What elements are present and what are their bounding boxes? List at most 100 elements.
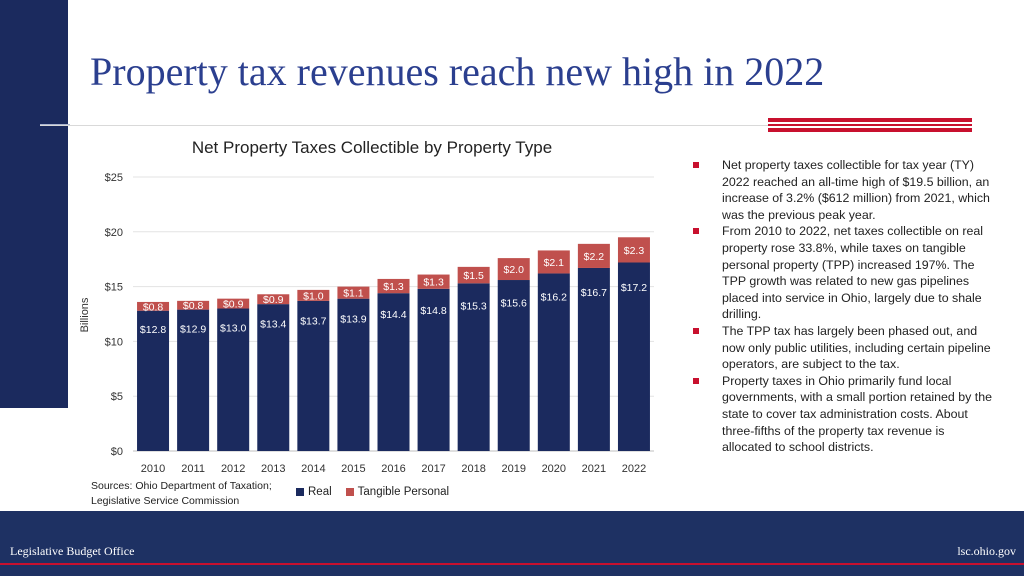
data-label-tangible: $1.3 <box>383 281 404 293</box>
data-label-real: $13.0 <box>220 322 246 334</box>
x-tick-label: 2014 <box>301 463 325 475</box>
red-accent-bar-bottom <box>768 128 972 132</box>
footer-red-rule <box>0 563 1024 565</box>
y-tick-label: $25 <box>105 172 123 184</box>
data-label-real: $16.7 <box>581 287 607 299</box>
data-label-tangible: $2.0 <box>504 264 525 276</box>
data-label-real: $13.9 <box>340 314 366 326</box>
summary-bullets: Net property taxes collectible for tax y… <box>693 157 993 456</box>
x-tick-label: 2011 <box>181 463 205 475</box>
title-divider <box>40 125 970 126</box>
chart-title: Net Property Taxes Collectible by Proper… <box>191 138 553 157</box>
y-tick-label: $10 <box>105 336 123 348</box>
footer-website-link[interactable]: lsc.ohio.gov <box>957 544 1016 558</box>
x-tick-label: 2018 <box>461 463 485 475</box>
y-tick-label: $15 <box>105 282 123 294</box>
data-label-tangible: $0.9 <box>263 294 284 306</box>
red-accent-bar-middle <box>768 124 972 126</box>
data-label-real: $13.4 <box>260 318 286 330</box>
bar-real <box>537 273 570 451</box>
bullet-item: From 2010 to 2022, net taxes collectible… <box>693 223 993 323</box>
chart-legend: Real Tangible Personal <box>296 486 463 498</box>
bar-real <box>577 267 610 451</box>
bar-real <box>297 300 330 451</box>
bar-tangible <box>297 289 330 301</box>
bar-real <box>377 293 410 451</box>
bullet-square-icon <box>693 327 699 334</box>
bullet-text: The TPP tax has largely been phased out,… <box>722 323 991 372</box>
data-label-real: $12.8 <box>140 324 166 336</box>
bar-tangible <box>617 237 650 263</box>
x-tick-label: 2012 <box>221 463 245 475</box>
legend-item-tangible: Tangible Personal <box>345 486 450 498</box>
slide-title: Property tax revenues reach new high in … <box>90 49 825 94</box>
data-label-tangible: $1.3 <box>423 277 444 289</box>
x-tick-label: 2017 <box>421 463 445 475</box>
bullet-text: Property taxes in Ohio primarily fund lo… <box>722 373 992 455</box>
data-label-real: $13.7 <box>300 316 326 328</box>
bar-real <box>457 283 490 451</box>
sources-line: Sources: Ohio Department of Taxation; <box>91 480 272 492</box>
footer-band <box>0 511 1024 576</box>
legend-swatch-real <box>296 488 304 496</box>
x-tick-label: 2013 <box>261 463 285 475</box>
bullet-item: Property taxes in Ohio primarily fund lo… <box>693 373 993 456</box>
data-label-tangible: $1.5 <box>463 270 484 282</box>
data-label-tangible: $0.8 <box>143 301 164 313</box>
x-tick-label: 2019 <box>501 463 525 475</box>
x-tick-label: 2022 <box>622 463 646 475</box>
bar-real <box>177 309 210 451</box>
bar-real <box>337 298 370 451</box>
footer-office-name: Legislative Budget Office <box>10 544 135 558</box>
data-label-tangible: $1.1 <box>343 288 364 300</box>
bullet-item: The TPP tax has largely been phased out,… <box>693 323 993 373</box>
bar-tangible <box>177 300 210 310</box>
y-tick-label: $20 <box>105 227 123 239</box>
data-label-tangible: $1.0 <box>303 290 324 302</box>
data-label-real: $17.2 <box>621 282 647 294</box>
bar-real <box>417 288 450 451</box>
bar-tangible <box>217 298 250 309</box>
x-tick-label: 2015 <box>341 463 365 475</box>
bar-tangible <box>137 301 170 311</box>
x-tick-label: 2020 <box>542 463 566 475</box>
data-label-tangible: $0.8 <box>183 300 204 312</box>
x-tick-label: 2016 <box>381 463 405 475</box>
bar-tangible <box>497 258 530 281</box>
bar-real <box>497 280 530 451</box>
data-label-real: $14.8 <box>420 305 446 317</box>
data-label-real: $15.6 <box>501 297 527 309</box>
bullet-square-icon <box>693 228 699 235</box>
legend-label-tangible: Tangible Personal <box>357 486 450 498</box>
bullet-text: Net property taxes collectible for tax y… <box>722 158 990 222</box>
bar-tangible <box>457 266 490 284</box>
sources-line: Legislative Service Commission <box>91 495 240 507</box>
bar-tangible <box>417 274 450 289</box>
data-label-real: $12.9 <box>180 323 206 335</box>
bullet-square-icon <box>693 162 699 168</box>
data-label-tangible: $2.3 <box>624 245 645 257</box>
data-label-real: $14.4 <box>380 309 406 321</box>
bullet-square-icon <box>693 377 699 384</box>
bar-tangible <box>257 294 290 305</box>
data-label-tangible: $0.9 <box>223 299 244 311</box>
data-label-real: $15.3 <box>461 300 487 312</box>
y-tick-label: $5 <box>111 391 123 403</box>
y-tick-label: $0 <box>111 446 123 458</box>
bar-real <box>137 310 170 451</box>
x-tick-label: 2021 <box>582 463 606 475</box>
legend-swatch-tangible <box>345 488 354 496</box>
data-label-real: $16.2 <box>541 292 567 304</box>
stacked-bar-chart: $0 $5 $10 $15 $20 $25 $12.8 $0.8 $12.9 $0.8 $13.0… <box>79 172 654 475</box>
x-tick-label: 2010 <box>141 463 165 475</box>
bullet-text: From 2010 to 2022, net taxes collectible… <box>722 224 984 322</box>
bar-tangible <box>337 286 370 299</box>
legend-item-real: Real <box>296 486 332 498</box>
data-label-tangible: $2.1 <box>544 257 565 269</box>
y-axis-label: Billions <box>79 297 91 332</box>
data-label-tangible: $2.2 <box>584 251 605 263</box>
bar-real <box>617 262 650 451</box>
bar-real <box>217 308 250 451</box>
bar-tangible <box>537 250 570 274</box>
left-accent-band <box>0 0 68 408</box>
